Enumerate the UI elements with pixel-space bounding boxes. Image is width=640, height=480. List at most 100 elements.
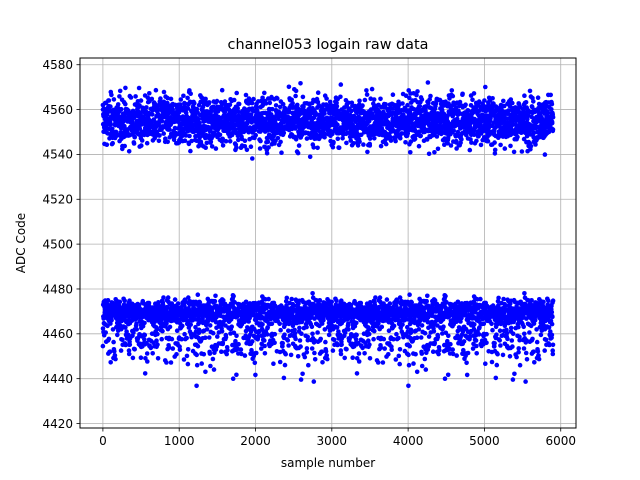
data-point (548, 92, 553, 98)
data-point (435, 146, 441, 152)
data-point (306, 362, 311, 368)
data-point (267, 100, 273, 106)
data-point (178, 97, 184, 102)
data-point (282, 362, 288, 368)
data-point (338, 351, 344, 357)
chart-title: channel053 logain raw data (228, 37, 429, 53)
data-point (367, 143, 373, 148)
data-point (164, 360, 169, 365)
data-point (280, 341, 286, 346)
data-point (307, 154, 313, 160)
data-point (377, 295, 383, 300)
data-point (334, 103, 340, 109)
data-point (467, 147, 473, 153)
data-point (519, 149, 525, 154)
data-point (471, 91, 477, 96)
data-point (184, 335, 189, 341)
data-point (362, 351, 367, 356)
data-point (106, 336, 112, 342)
data-point (185, 95, 190, 101)
data-point (150, 351, 155, 356)
data-point (138, 355, 144, 361)
data-point (278, 139, 283, 145)
data-point (132, 347, 137, 352)
data-point (213, 293, 218, 299)
data-point (153, 87, 159, 93)
data-point (177, 347, 183, 353)
data-point (396, 353, 402, 359)
data-point (498, 142, 503, 148)
data-point (108, 104, 113, 109)
data-point (104, 142, 110, 147)
data-point (549, 120, 555, 126)
data-point (264, 150, 270, 156)
data-point (266, 296, 271, 302)
data-point (150, 112, 155, 117)
data-point (204, 140, 210, 146)
data-point (372, 136, 377, 141)
data-point (181, 357, 187, 362)
data-point (298, 344, 303, 349)
data-point (142, 371, 148, 376)
data-point (478, 142, 484, 148)
data-point (286, 84, 292, 90)
data-point (123, 85, 128, 91)
data-point (159, 118, 165, 124)
data-point (383, 102, 388, 107)
data-point (315, 90, 321, 95)
data-point (369, 86, 375, 92)
data-point (149, 96, 155, 102)
data-point (415, 89, 420, 94)
data-point (371, 336, 376, 342)
data-point (207, 323, 213, 328)
data-point (432, 150, 437, 155)
data-point (315, 145, 320, 151)
data-point (398, 136, 403, 141)
data-point (160, 328, 165, 334)
data-point (272, 331, 278, 337)
data-point (236, 101, 242, 107)
data-point (542, 152, 548, 157)
data-point (338, 82, 344, 87)
data-point (550, 127, 556, 132)
data-point (253, 350, 259, 356)
data-point (257, 146, 263, 151)
data-point (331, 139, 336, 145)
data-point (234, 145, 239, 150)
data-point (139, 143, 144, 148)
data-point (384, 297, 390, 302)
data-point (383, 141, 389, 147)
data-point (234, 333, 239, 339)
data-point (310, 331, 315, 337)
data-point (354, 371, 360, 376)
data-point (145, 359, 150, 364)
data-point (281, 375, 287, 381)
data-point (214, 98, 220, 104)
data-point (195, 292, 201, 298)
data-point (244, 147, 250, 153)
data-point (278, 327, 283, 333)
data-point (128, 95, 134, 100)
data-point (144, 351, 150, 356)
data-point (207, 351, 213, 356)
data-point (234, 90, 239, 96)
data-point (155, 342, 160, 347)
data-point (185, 347, 191, 352)
data-point (309, 346, 315, 351)
data-point (354, 332, 359, 338)
data-point (366, 331, 372, 337)
data-point (147, 91, 152, 96)
data-point (382, 346, 388, 351)
data-point (470, 97, 475, 103)
data-point (275, 96, 280, 101)
data-point (357, 139, 362, 144)
data-point (161, 89, 167, 95)
data-point (163, 136, 168, 141)
data-point (320, 360, 325, 365)
data-point (201, 351, 207, 357)
data-point (174, 352, 179, 357)
data-point (362, 97, 368, 103)
data-point (289, 296, 295, 302)
data-point (311, 379, 317, 384)
data-point (323, 339, 328, 345)
